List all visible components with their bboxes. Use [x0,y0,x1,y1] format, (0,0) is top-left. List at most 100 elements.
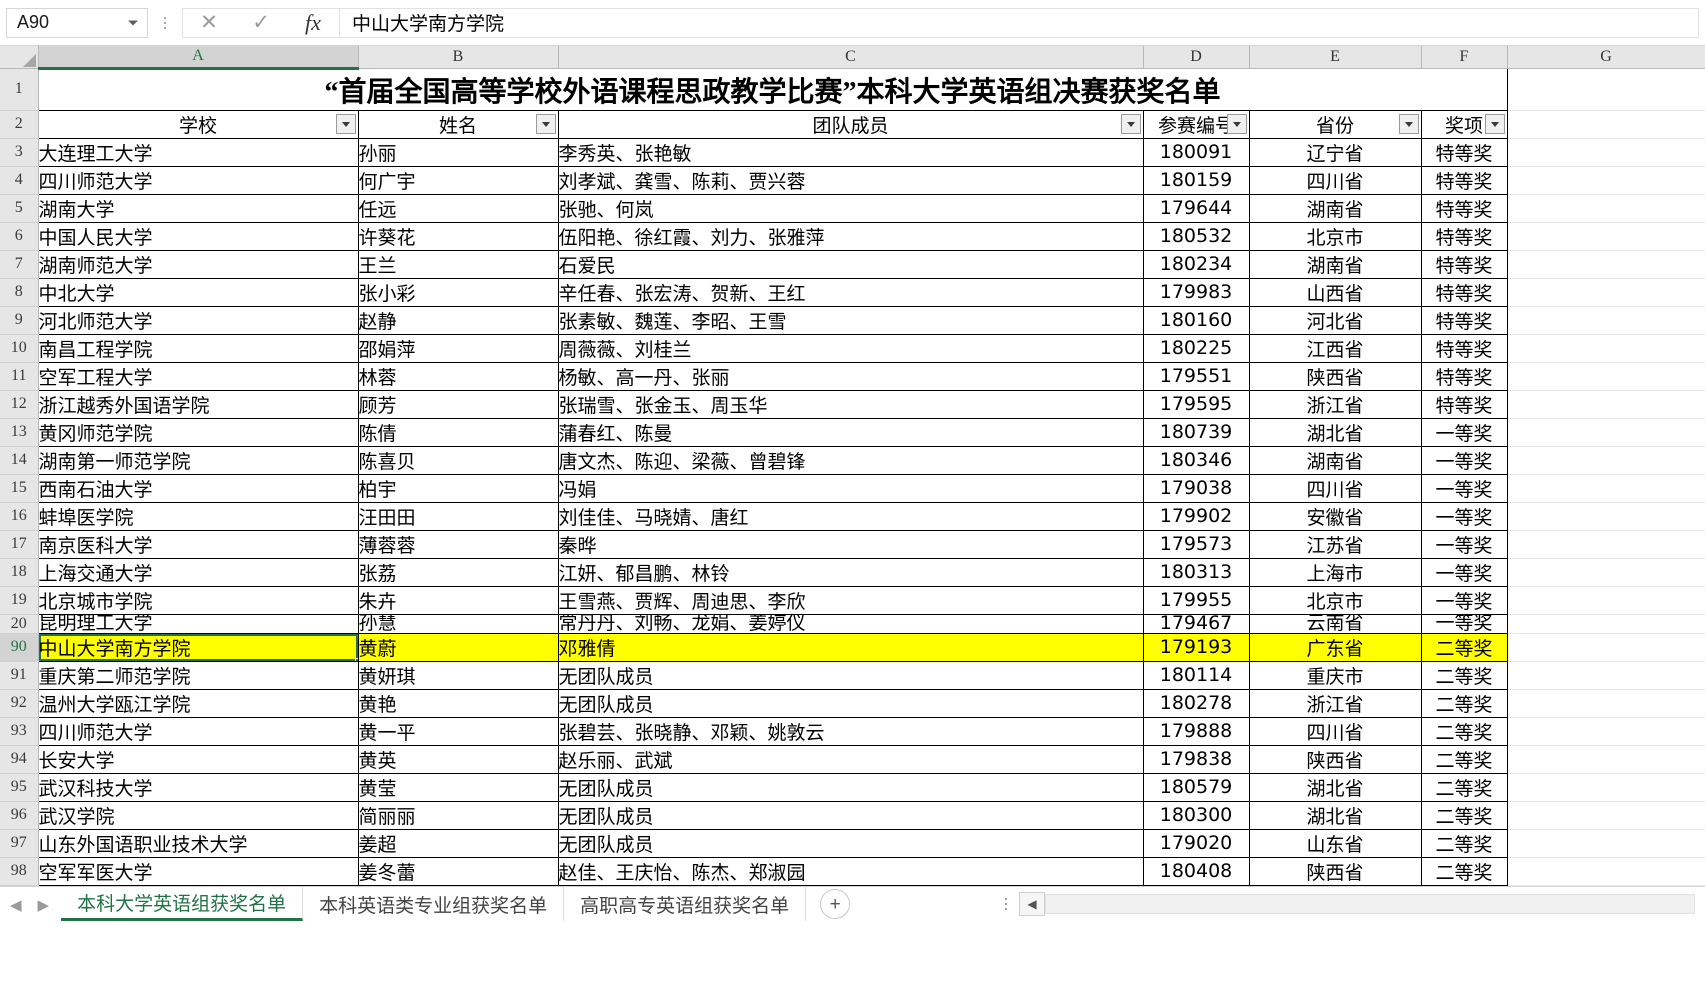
cell-team[interactable]: 赵佳、王庆怡、陈杰、郑淑园 [558,857,1144,886]
cell-name[interactable]: 黄莹 [358,773,559,802]
cell-school[interactable]: 重庆第二师范学院 [38,661,359,690]
cell-school[interactable]: 北京城市学院 [38,586,359,615]
row-header[interactable]: 14 [0,446,39,475]
cell-team[interactable]: 张瑞雪、张金玉、周玉华 [558,390,1144,419]
cell-team[interactable]: 无团队成员 [558,801,1144,830]
cell-province[interactable]: 湖南省 [1249,446,1422,475]
cell-team[interactable]: 邓雅倩 [558,633,1144,662]
row-header[interactable]: 9 [0,306,39,335]
cell-entry-id[interactable]: 180313 [1143,558,1250,587]
empty-cell[interactable] [1507,773,1705,802]
cell-entry-id[interactable]: 180160 [1143,306,1250,335]
cell-name[interactable]: 陈倩 [358,418,559,447]
cell-province[interactable]: 北京市 [1249,586,1422,615]
cell-province[interactable]: 湖北省 [1249,801,1422,830]
cell-entry-id[interactable]: 179551 [1143,362,1250,391]
table-row[interactable]: 93 四川师范大学 黄一平 张碧芸、张晓静、邓颖、姚敦云 179888 四川省 二等奖 [0,717,1705,746]
cell-award[interactable]: 特等奖 [1421,306,1508,335]
column-header-f[interactable]: F [1421,46,1508,69]
cell-team[interactable]: 江妍、郁昌鹏、林铃 [558,558,1144,587]
cell-province[interactable]: 湖南省 [1249,250,1422,279]
cell-entry-id[interactable]: 179038 [1143,474,1250,503]
cell-entry-id[interactable]: 180300 [1143,801,1250,830]
cell-school[interactable]: 湖南师范大学 [38,250,359,279]
cell-school[interactable]: 河北师范大学 [38,306,359,335]
cell-name[interactable]: 柏宇 [358,474,559,503]
row-header[interactable]: 1 [0,68,39,111]
cell-province[interactable]: 四川省 [1249,717,1422,746]
cell-name[interactable]: 姜杰 [358,885,559,886]
cell-team[interactable]: 张驰、何岚 [558,194,1144,223]
cell-entry-id[interactable]: 179902 [1143,502,1250,531]
column-header-c[interactable]: C [558,46,1144,69]
cell-name[interactable]: 孙慧 [358,614,559,634]
empty-cell[interactable] [1507,194,1705,223]
cell-team[interactable]: 伍阳艳、徐红霞、刘力、张雅萍 [558,222,1144,251]
cell-team[interactable]: 石爱民 [558,250,1144,279]
cell-award[interactable]: 一等奖 [1421,586,1508,615]
chevron-right-icon[interactable]: ▶ [37,897,50,914]
cell-province[interactable]: 山东省 [1249,829,1422,858]
cell-province[interactable]: 山东省 [1249,885,1422,886]
cell-province[interactable]: 河北省 [1249,306,1422,335]
cell-team[interactable]: 无团队成员 [558,661,1144,690]
cell-province[interactable]: 陕西省 [1249,362,1422,391]
empty-cell[interactable] [1507,502,1705,531]
row-header[interactable]: 3 [0,138,39,167]
cell-school[interactable]: 湖南大学 [38,194,359,223]
sheet-tab-3[interactable]: 高职高专英语组获奖名单 [564,887,807,921]
filter-dropdown-icon[interactable] [335,114,356,134]
column-title-3[interactable]: 团队成员 [558,110,1144,139]
cell-team[interactable]: 董彩华、徐晓艳 [558,885,1144,886]
cell-name[interactable]: 许葵花 [358,222,559,251]
cell-name[interactable]: 简丽丽 [358,801,559,830]
table-row[interactable]: 19 北京城市学院 朱卉 王雪燕、贾辉、周迪思、李欣 179955 北京市 一等奖 [0,586,1705,615]
cell-entry-id[interactable]: 180532 [1143,222,1250,251]
close-icon[interactable]: ✕ [200,11,218,34]
row-header[interactable]: 98 [0,857,39,886]
cell-entry-id[interactable]: 180278 [1143,689,1250,718]
table-row[interactable]: 4 四川师范大学 何广宇 刘孝斌、龚雪、陈莉、贾兴蓉 180159 四川省 特等奖 [0,166,1705,195]
filter-dropdown-icon[interactable] [1398,114,1419,134]
cell-name[interactable]: 邵娟萍 [358,334,559,363]
cell-team[interactable]: 周薇薇、刘桂兰 [558,334,1144,363]
empty-cell[interactable] [1507,334,1705,363]
cell-province[interactable]: 湖南省 [1249,194,1422,223]
empty-cell[interactable] [1507,474,1705,503]
row-header[interactable]: 7 [0,250,39,279]
cell-entry-id[interactable]: 179467 [1143,614,1250,634]
cell-entry-id[interactable]: 179193 [1143,633,1250,662]
cell-team[interactable]: 无团队成员 [558,773,1144,802]
cell-name[interactable]: 张荔 [358,558,559,587]
cell-province[interactable]: 安徽省 [1249,502,1422,531]
empty-cell[interactable] [1507,689,1705,718]
cell-award[interactable]: 特等奖 [1421,194,1508,223]
cell-award[interactable]: 二等奖 [1421,717,1508,746]
cell-name[interactable]: 姜超 [358,829,559,858]
table-row[interactable]: 90 中山大学南方学院 黄蔚 邓雅倩 179193 广东省 二等奖 [0,633,1705,662]
cell-award[interactable]: 特等奖 [1421,138,1508,167]
sheet-tab-2[interactable]: 本科英语类专业组获奖名单 [303,887,565,921]
table-row[interactable]: 12 浙江越秀外国语学院 顾芳 张瑞雪、张金玉、周玉华 179595 浙江省 特等奖 [0,390,1705,419]
cell-province[interactable]: 陕西省 [1249,857,1422,886]
table-row[interactable]: 92 温州大学瓯江学院 黄艳 无团队成员 180278 浙江省 二等奖 [0,689,1705,718]
cell-award[interactable]: 二等奖 [1421,885,1508,886]
table-row[interactable]: 6 中国人民大学 许葵花 伍阳艳、徐红霞、刘力、张雅萍 180532 北京市 特等奖 [0,222,1705,251]
cell-award[interactable]: 二等奖 [1421,661,1508,690]
column-title-1[interactable]: 学校 [38,110,359,139]
column-header-e[interactable]: E [1249,46,1422,69]
cell-award[interactable]: 二等奖 [1421,633,1508,662]
cell-school[interactable]: 武汉学院 [38,801,359,830]
cell-school[interactable]: 长安大学 [38,745,359,774]
cell-team[interactable]: 杨敏、高一丹、张丽 [558,362,1144,391]
cell-school[interactable]: 昆明理工大学 [38,614,359,634]
cell-entry-id[interactable]: 179573 [1143,530,1250,559]
cell-award[interactable]: 一等奖 [1421,614,1508,634]
cell-team[interactable]: 冯娟 [558,474,1144,503]
cell-name[interactable]: 任远 [358,194,559,223]
cell-province[interactable]: 山西省 [1249,278,1422,307]
sheet-title-cell[interactable]: “首届全国高等学校外语课程思政教学比赛”本科大学英语组决赛获奖名单 [38,68,1508,111]
row-header[interactable]: 13 [0,418,39,447]
row-header[interactable]: 17 [0,530,39,559]
cell-team[interactable]: 秦晔 [558,530,1144,559]
